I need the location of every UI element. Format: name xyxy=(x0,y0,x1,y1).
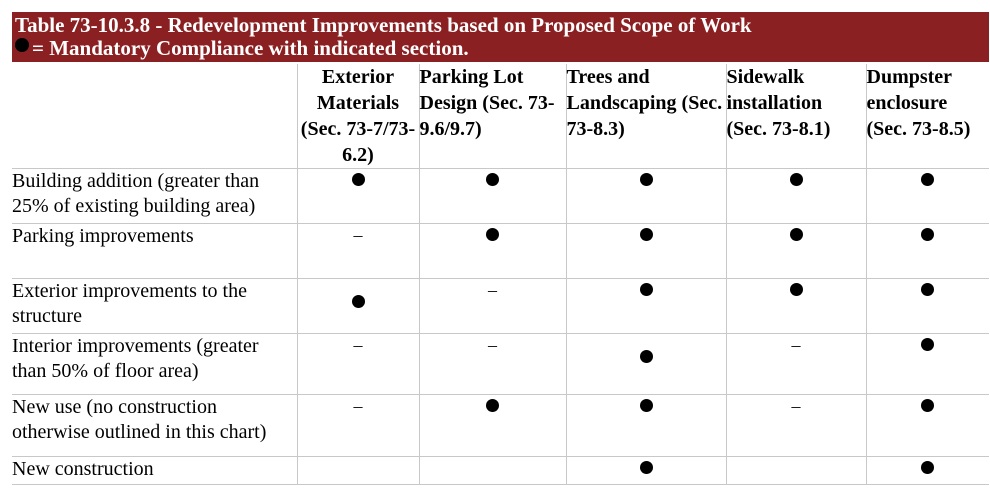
mandatory-dot-icon xyxy=(486,228,499,241)
table-row: Parking improvements – xyxy=(12,223,989,279)
column-header-label: Sidewalk installation (Sec. 73-8.1) xyxy=(726,66,831,140)
mandatory-dot-icon xyxy=(639,399,653,412)
mandatory-dot-icon xyxy=(486,399,499,412)
mandatory-dot-icon xyxy=(639,283,653,296)
table-cell: – xyxy=(726,394,867,457)
table-row: New use (no construction otherwise outli… xyxy=(12,394,989,457)
not-required-dash: – xyxy=(488,280,497,300)
table-cell xyxy=(566,168,727,224)
mandatory-dot-icon xyxy=(15,37,29,52)
table-row: Building addition (greater than 25% of e… xyxy=(12,168,989,224)
table-cell: – xyxy=(297,394,420,457)
table-cell xyxy=(419,223,567,279)
mandatory-dot-icon xyxy=(639,461,653,474)
corner-header xyxy=(12,64,298,169)
table-cell xyxy=(726,278,867,334)
table-cell xyxy=(419,168,567,224)
row-label: Parking improvements xyxy=(12,223,298,279)
table-cell: – xyxy=(419,278,567,334)
mandatory-dot-icon xyxy=(789,173,803,186)
table-cell xyxy=(566,333,727,395)
mandatory-dot-icon xyxy=(639,350,653,363)
column-header-dumpster-enclosure: Dumpster enclosure (Sec. 73-8.5) xyxy=(866,64,989,169)
column-header-parking-lot-design: Parking Lot Design (Sec. 73-9.6/9.7) xyxy=(419,64,567,169)
table-cell xyxy=(866,456,989,485)
table-cell xyxy=(297,456,420,485)
column-header-label: Parking Lot Design (Sec. 73-9.6/9.7) xyxy=(419,66,555,140)
not-required-dash: – xyxy=(353,396,363,416)
not-required-dash: – xyxy=(791,396,801,416)
mandatory-dot-icon xyxy=(921,399,935,412)
table-cell xyxy=(866,223,989,279)
mandatory-dot-icon xyxy=(921,228,935,241)
not-required-dash: – xyxy=(791,335,801,355)
table-title-banner: Table 73-10.3.8 - Redevelopment Improvem… xyxy=(12,12,989,62)
table-cell xyxy=(726,168,867,224)
column-header-trees-landscaping: Trees and Landscaping (Sec. 73-8.3) xyxy=(566,64,727,169)
table-cell: – xyxy=(419,333,567,395)
table-cell xyxy=(297,168,420,224)
table-cell: – xyxy=(297,333,420,395)
column-header-label: Exterior Materials (Sec. 73-7/73-6.2) xyxy=(300,66,416,166)
not-required-dash: – xyxy=(353,335,363,355)
mandatory-dot-icon xyxy=(639,228,653,241)
row-label: New construction xyxy=(12,456,298,485)
table-cell xyxy=(866,168,989,224)
mandatory-dot-icon xyxy=(921,461,935,474)
table-cell xyxy=(726,223,867,279)
mandatory-dot-icon xyxy=(921,338,935,351)
row-label: New use (no construction otherwise outli… xyxy=(12,394,298,457)
mandatory-dot-icon xyxy=(351,295,365,308)
table-cell xyxy=(866,333,989,395)
mandatory-dot-icon xyxy=(789,283,803,296)
table-cell xyxy=(866,278,989,334)
row-label: Interior improvements (greater than 50% … xyxy=(12,333,298,395)
table-cell: – xyxy=(297,223,420,279)
table-cell xyxy=(297,278,420,334)
mandatory-dot-icon xyxy=(639,173,653,186)
mandatory-dot-icon xyxy=(351,173,365,186)
legend-text: = Mandatory Compliance with indicated se… xyxy=(32,36,469,60)
table-cell xyxy=(566,456,727,485)
row-label: Building addition (greater than 25% of e… xyxy=(12,168,298,224)
mandatory-dot-icon xyxy=(486,173,499,186)
table-cell xyxy=(419,394,567,457)
table-title: Table 73-10.3.8 - Redevelopment Improvem… xyxy=(15,13,752,37)
table-cell xyxy=(419,456,567,485)
table-row: Interior improvements (greater than 50% … xyxy=(12,333,989,395)
table-cell: – xyxy=(726,333,867,395)
not-required-dash: – xyxy=(353,225,363,245)
mandatory-dot-icon xyxy=(789,228,803,241)
table-cell xyxy=(566,394,727,457)
table-row: New construction xyxy=(12,456,989,485)
table-body: Building addition (greater than 25% of e… xyxy=(12,168,989,485)
table-cell xyxy=(566,223,727,279)
column-header-exterior-materials: Exterior Materials (Sec. 73-7/73-6.2) xyxy=(297,64,420,169)
table-row: Exterior improvements to the structure – xyxy=(12,278,989,334)
compliance-table: Exterior Materials (Sec. 73-7/73-6.2) Pa… xyxy=(12,64,989,485)
column-header-label: Trees and Landscaping (Sec. 73-8.3) xyxy=(566,66,723,140)
table-cell xyxy=(726,456,867,485)
not-required-dash: – xyxy=(488,335,497,355)
row-label: Exterior improvements to the structure xyxy=(12,278,298,334)
table-cell xyxy=(566,278,727,334)
table-cell xyxy=(866,394,989,457)
column-header-label: Dumpster enclosure (Sec. 73-8.5) xyxy=(866,66,971,140)
column-header-sidewalk-installation: Sidewalk installation (Sec. 73-8.1) xyxy=(726,64,867,169)
mandatory-dot-icon xyxy=(921,283,935,296)
mandatory-dot-icon xyxy=(921,173,935,186)
